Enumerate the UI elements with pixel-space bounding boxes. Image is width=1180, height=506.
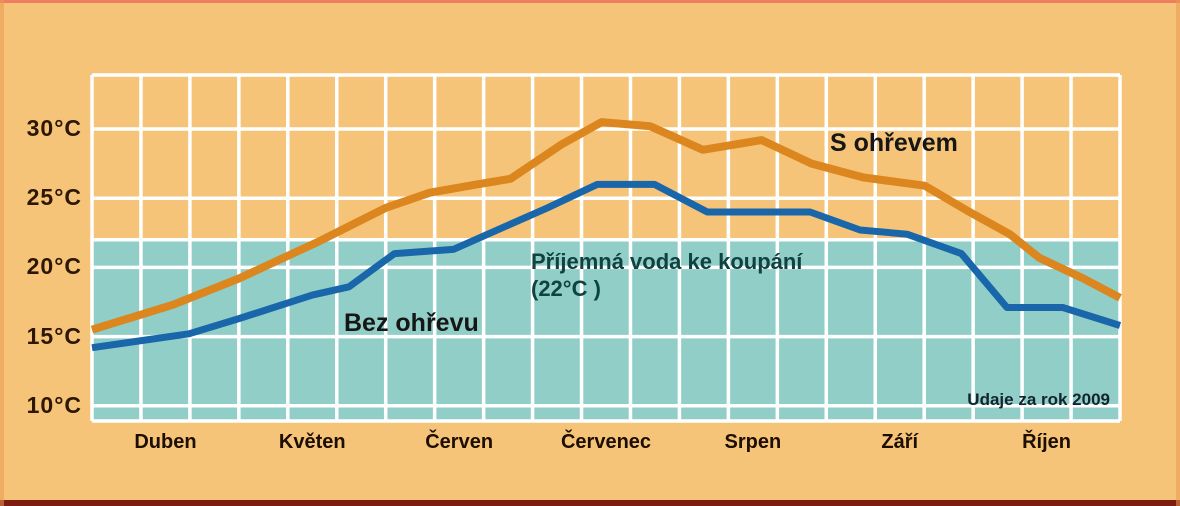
comfort-zone-label-line1: Příjemná voda ke koupání	[531, 249, 803, 274]
line-with-heating	[90, 118, 1122, 334]
y-axis-tick-label: 25°C	[26, 184, 82, 211]
x-axis-month-label: Červenec	[560, 431, 652, 453]
y-axis-tick-label: 20°C	[26, 253, 82, 280]
frame-border-left	[0, 0, 4, 506]
x-axis-month-label: Říjen	[1022, 431, 1072, 453]
line-without-heating	[91, 180, 1122, 352]
comfort-zone-label-line2: (22°C )	[531, 276, 601, 301]
x-axis-month-label: Srpen	[724, 431, 782, 453]
series-label-with-heating: S ohřevem	[830, 129, 958, 157]
series-label-without-heating: Bez ohřevu	[344, 309, 479, 337]
data-year-note: Udaje za rok 2009	[967, 390, 1110, 409]
y-axis-tick-label: 15°C	[26, 322, 82, 349]
x-axis-month-label: Červen	[425, 431, 494, 453]
frame-border-top	[0, 0, 1180, 3]
x-axis-month-label: Květen	[278, 431, 346, 453]
frame-border-right	[1176, 0, 1180, 506]
y-axis-tick-label: 30°C	[26, 115, 82, 141]
y-axis-tick-label: 10°C	[26, 391, 82, 418]
x-axis-month-label: Září	[881, 431, 919, 453]
x-axis-month-label: Duben	[134, 431, 197, 453]
frame-border-bottom	[0, 500, 1180, 506]
